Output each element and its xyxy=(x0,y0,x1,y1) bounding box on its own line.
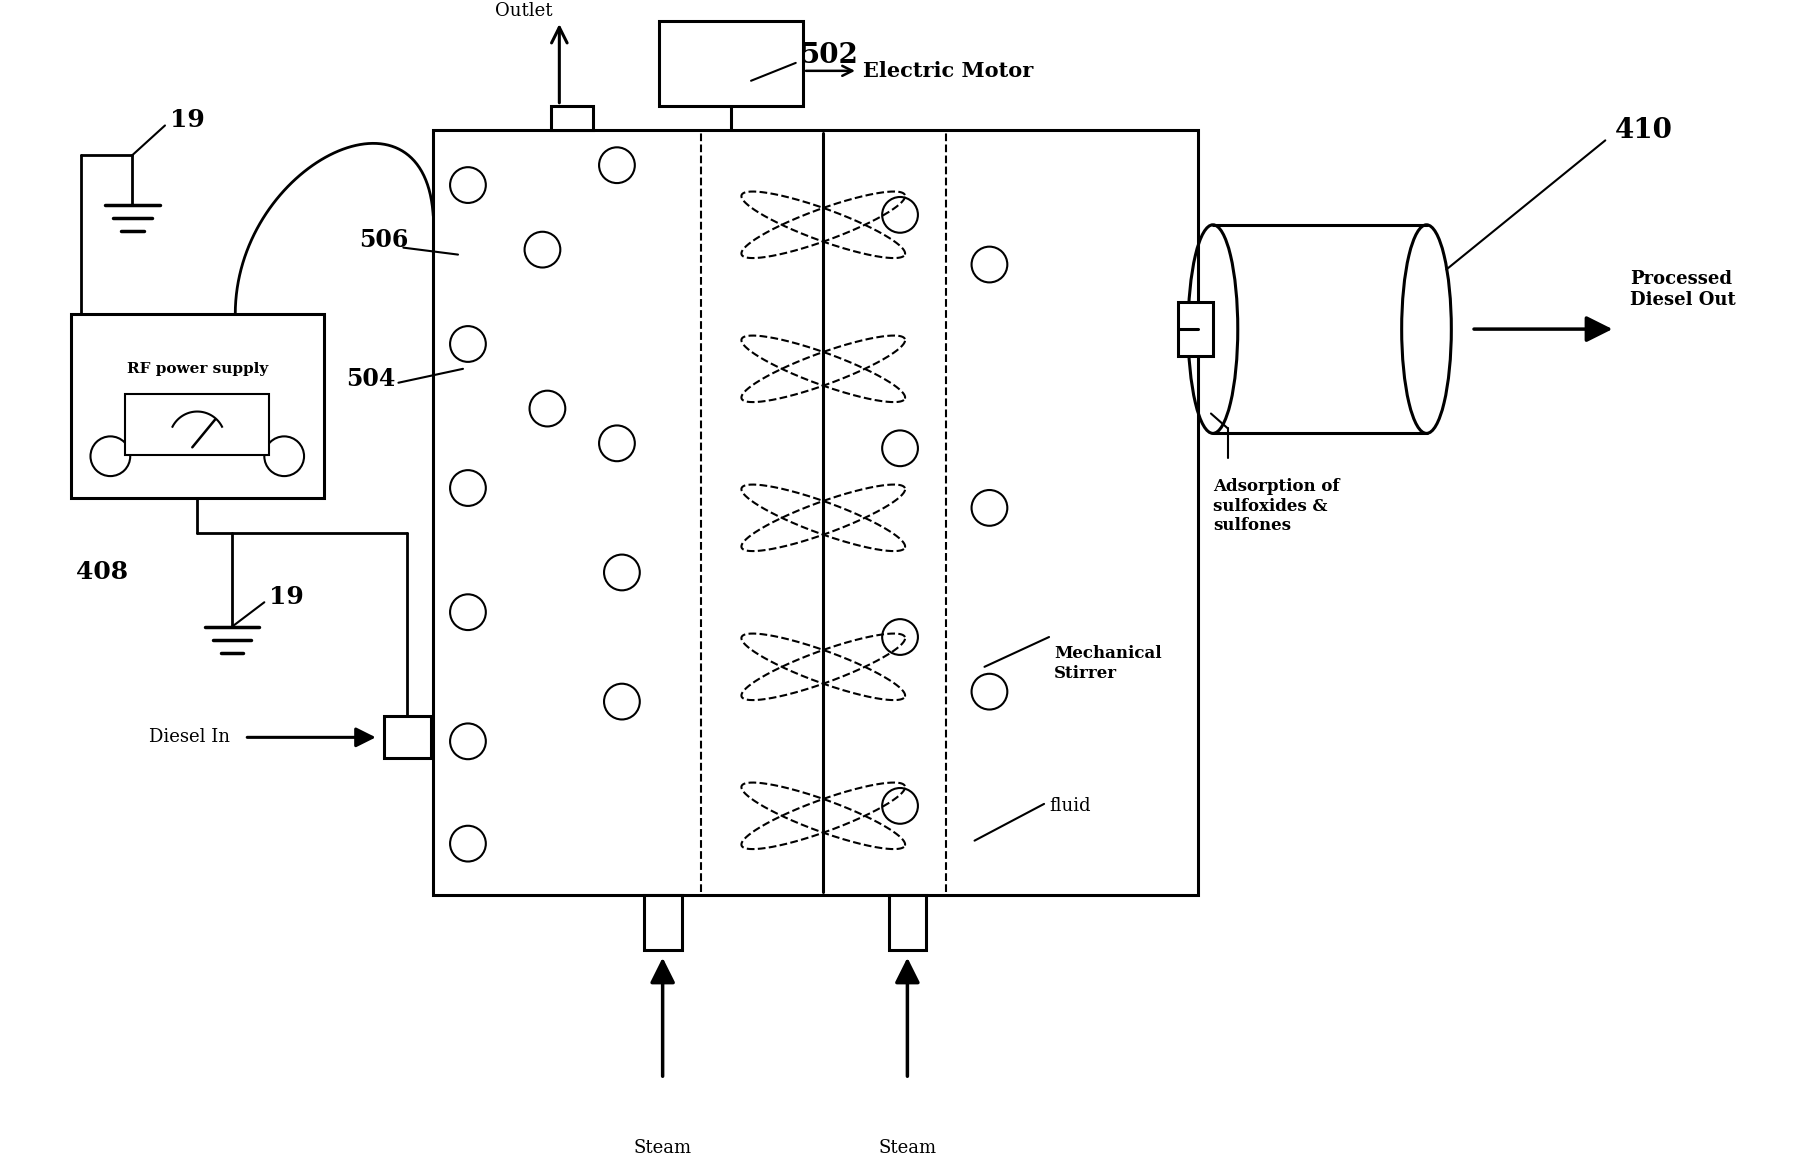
Text: 19: 19 xyxy=(270,586,305,609)
Text: Steam: Steam xyxy=(633,1139,693,1157)
Bar xyxy=(551,106,593,130)
Text: Steam: Steam xyxy=(877,1139,937,1157)
Text: fluid: fluid xyxy=(1050,797,1091,814)
Bar xyxy=(71,314,325,498)
Bar xyxy=(433,130,1198,896)
Bar xyxy=(384,717,431,759)
Text: RF power supply: RF power supply xyxy=(127,362,268,376)
Bar xyxy=(125,393,270,455)
Text: 504: 504 xyxy=(346,367,395,391)
Text: Outlet: Outlet xyxy=(495,2,553,20)
Bar xyxy=(1178,302,1213,356)
Text: Adsorption of
sulfoxides &
sulfones: Adsorption of sulfoxides & sulfones xyxy=(1213,478,1340,535)
Bar xyxy=(888,896,926,950)
Text: 408: 408 xyxy=(76,560,127,585)
Bar xyxy=(644,896,682,950)
Text: Mechanical
Stirrer: Mechanical Stirrer xyxy=(1053,645,1162,682)
Text: Electric Motor: Electric Motor xyxy=(863,60,1033,81)
Text: Processed
Diesel Out: Processed Diesel Out xyxy=(1630,270,1735,309)
Text: 410: 410 xyxy=(1615,117,1673,144)
Text: 502: 502 xyxy=(801,43,859,70)
Text: 19: 19 xyxy=(170,109,205,132)
Text: Diesel In: Diesel In xyxy=(149,728,230,746)
Text: 506: 506 xyxy=(359,227,408,252)
Bar xyxy=(660,21,803,106)
